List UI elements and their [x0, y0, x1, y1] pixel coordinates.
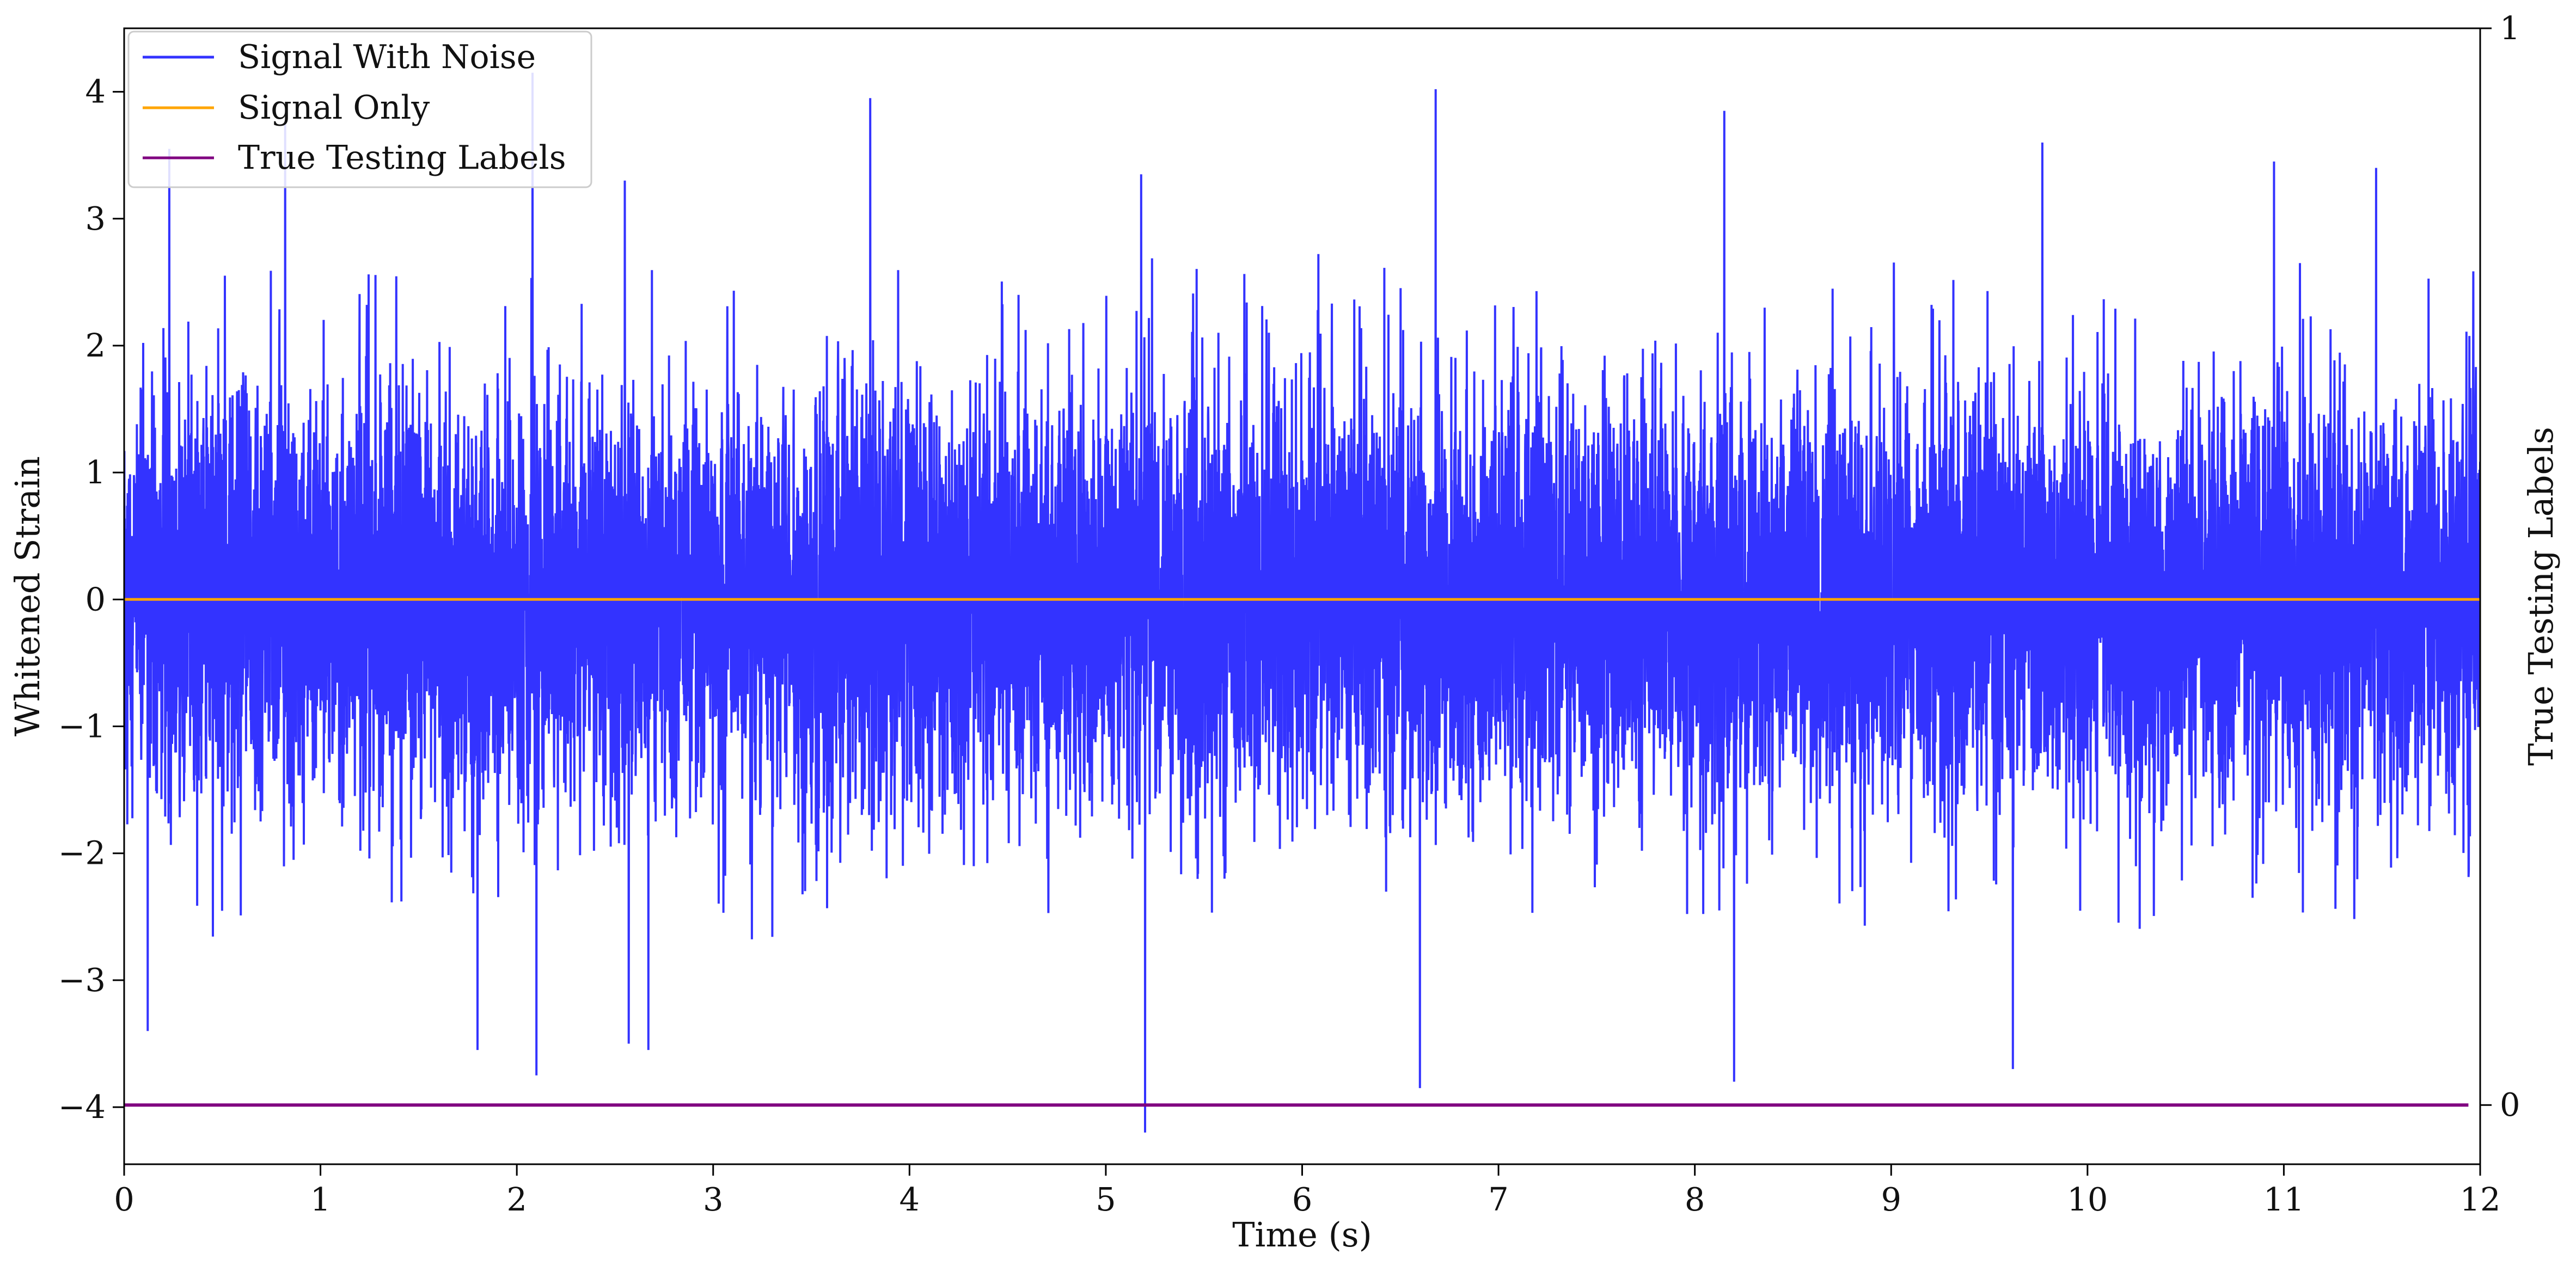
y2-axis-label: True Testing Labels	[2521, 427, 2561, 766]
x-tick-label: 0	[114, 1181, 134, 1218]
x-tick-label: 1	[310, 1181, 331, 1218]
legend-label-signal-only: Signal Only	[238, 89, 430, 127]
y-tick-label: −3	[58, 961, 106, 999]
x-tick-label: 11	[2263, 1181, 2304, 1218]
y-tick-label: 1	[85, 453, 106, 491]
x-tick-label: 2	[506, 1181, 527, 1218]
y2-axis: 01	[2480, 9, 2520, 1123]
x-tick-label: 12	[2459, 1181, 2500, 1218]
x-tick-label: 8	[1685, 1181, 1705, 1218]
legend-label-signal-with-noise: Signal With Noise	[238, 38, 536, 76]
x-tick-label: 7	[1488, 1181, 1509, 1218]
y-tick-label: 4	[85, 73, 106, 110]
y-tick-label: 3	[85, 200, 106, 237]
y-tick-label: −1	[58, 708, 106, 745]
x-axis-label: Time (s)	[1232, 1215, 1372, 1255]
y2-tick-label: 0	[2500, 1086, 2520, 1123]
x-tick-label: 6	[1292, 1181, 1313, 1218]
x-tick-label: 3	[703, 1181, 724, 1218]
x-tick-label: 10	[2067, 1181, 2108, 1218]
y2-tick-label: 1	[2500, 9, 2520, 47]
y-axis: −4 −3 −2 −1 0 1 2 3 4	[58, 73, 124, 1126]
x-tick-label: 5	[1096, 1181, 1116, 1218]
x-tick-label: 4	[900, 1181, 920, 1218]
legend-label-true-testing-labels: True Testing Labels	[238, 139, 566, 177]
y-tick-label: 2	[85, 327, 106, 364]
y-axis-label: Whitened Strain	[8, 456, 47, 736]
plot-layer	[124, 72, 2480, 1133]
series-signal-with-noise	[124, 72, 2480, 1133]
x-axis: 0 1 2 3 4 5 6 7 8 9 10 11 12	[114, 1164, 2501, 1218]
legend-box	[127, 30, 592, 188]
x-tick-label: 9	[1881, 1181, 1901, 1218]
y-tick-label: 0	[85, 580, 106, 618]
y-tick-label: −4	[58, 1088, 106, 1126]
y-tick-label: −2	[58, 834, 106, 872]
legend: Signal With Noise Signal Only True Testi…	[127, 30, 592, 188]
